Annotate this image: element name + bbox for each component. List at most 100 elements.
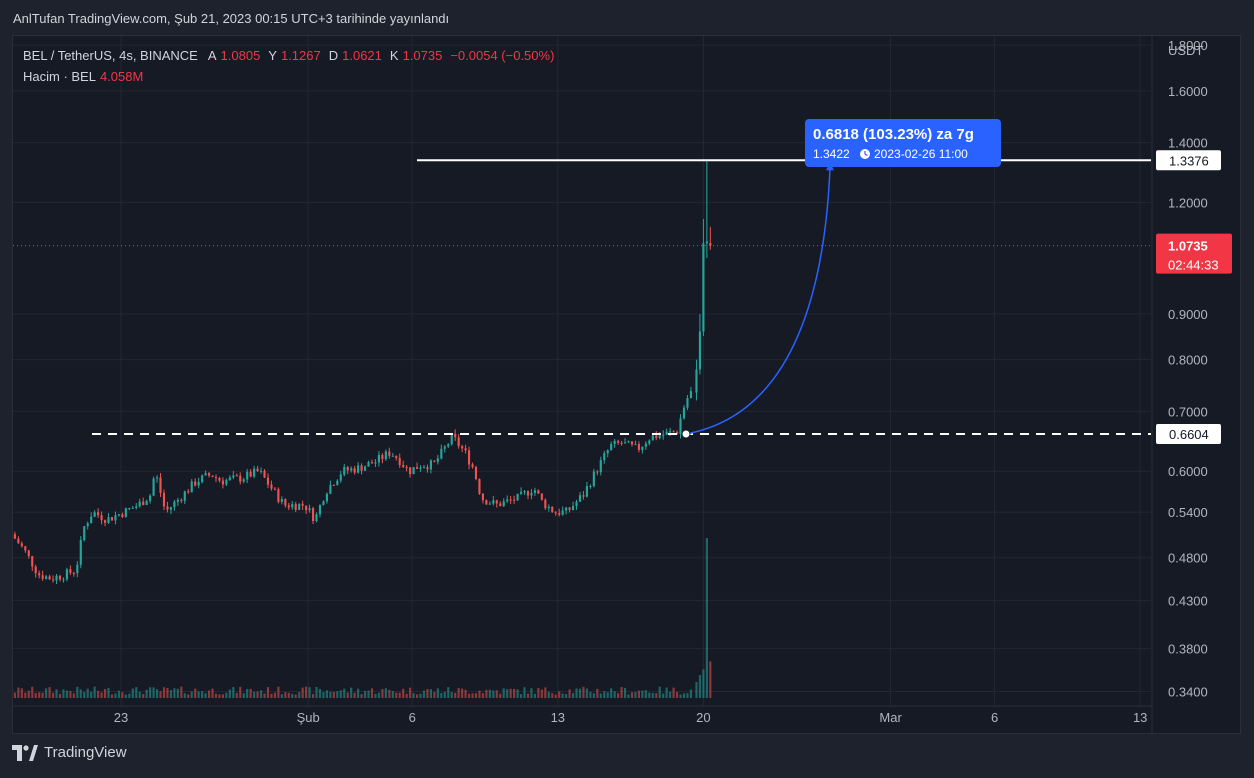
candle-body[interactable] bbox=[419, 467, 422, 469]
candle-body[interactable] bbox=[357, 465, 360, 473]
candle-body[interactable] bbox=[239, 475, 242, 482]
candle-body[interactable] bbox=[513, 499, 516, 501]
candle-body[interactable] bbox=[86, 523, 89, 527]
candle-body[interactable] bbox=[523, 491, 526, 493]
footer-brand[interactable]: TradingView bbox=[12, 744, 127, 761]
candle-body[interactable] bbox=[488, 503, 491, 505]
candle-body[interactable] bbox=[350, 468, 353, 471]
candle-body[interactable] bbox=[665, 431, 668, 435]
candle-body[interactable] bbox=[142, 501, 145, 505]
candle-body[interactable] bbox=[294, 504, 297, 510]
candle-body[interactable] bbox=[461, 446, 464, 449]
candle-body[interactable] bbox=[530, 492, 533, 496]
candle-body[interactable] bbox=[90, 516, 93, 524]
candle-body[interactable] bbox=[433, 460, 436, 462]
candle-body[interactable] bbox=[695, 369, 698, 393]
candle-body[interactable] bbox=[346, 467, 349, 471]
candle-body[interactable] bbox=[603, 453, 606, 461]
candle-body[interactable] bbox=[336, 480, 339, 486]
candle-body[interactable] bbox=[617, 440, 620, 443]
candle-body[interactable] bbox=[702, 243, 705, 332]
candle-body[interactable] bbox=[103, 520, 107, 523]
candle-body[interactable] bbox=[277, 489, 280, 502]
candle-body[interactable] bbox=[467, 450, 471, 465]
candle-body[interactable] bbox=[363, 466, 367, 471]
candle-body[interactable] bbox=[506, 499, 509, 502]
price-tag-line[interactable] bbox=[1156, 424, 1221, 445]
candle-body[interactable] bbox=[110, 517, 114, 521]
candle-body[interactable] bbox=[13, 534, 16, 539]
candle-body[interactable] bbox=[623, 442, 627, 444]
candle-body[interactable] bbox=[675, 431, 679, 435]
candle-body[interactable] bbox=[291, 504, 294, 508]
candle-body[interactable] bbox=[62, 579, 65, 581]
candle-body[interactable] bbox=[662, 434, 665, 436]
candle-body[interactable] bbox=[235, 475, 238, 477]
candle-body[interactable] bbox=[454, 433, 457, 438]
candle-body[interactable] bbox=[558, 513, 561, 515]
candle-body[interactable] bbox=[415, 467, 419, 469]
candle-body[interactable] bbox=[402, 465, 405, 467]
candle-body[interactable] bbox=[440, 448, 443, 459]
candle-body[interactable] bbox=[162, 492, 166, 507]
candle-body[interactable] bbox=[207, 473, 211, 476]
candle-body[interactable] bbox=[76, 564, 79, 574]
candle-body[interactable] bbox=[169, 507, 172, 510]
candle-body[interactable] bbox=[443, 446, 446, 449]
candle-body[interactable] bbox=[114, 515, 117, 521]
candle-body[interactable] bbox=[318, 504, 322, 515]
candle-body[interactable] bbox=[159, 477, 162, 493]
candle-body[interactable] bbox=[322, 501, 325, 505]
candle-body[interactable] bbox=[637, 444, 640, 450]
candle-body[interactable] bbox=[648, 440, 651, 444]
candle-body[interactable] bbox=[391, 455, 394, 457]
candle-body[interactable] bbox=[568, 507, 571, 510]
candle-body[interactable] bbox=[634, 444, 637, 446]
candle-body[interactable] bbox=[540, 493, 543, 500]
candle-body[interactable] bbox=[405, 466, 408, 468]
candle-body[interactable] bbox=[201, 475, 204, 482]
candle-body[interactable] bbox=[395, 455, 398, 459]
candle-body[interactable] bbox=[232, 475, 235, 478]
candle-body[interactable] bbox=[679, 418, 682, 435]
candle-body[interactable] bbox=[655, 435, 658, 439]
candle-body[interactable] bbox=[565, 507, 568, 511]
candle-body[interactable] bbox=[211, 475, 214, 477]
candle-body[interactable] bbox=[457, 437, 460, 447]
candle-body[interactable] bbox=[83, 526, 86, 541]
candle-body[interactable] bbox=[58, 575, 62, 580]
candle-body[interactable] bbox=[471, 464, 474, 467]
candle-body[interactable] bbox=[138, 501, 141, 507]
candle-body[interactable] bbox=[381, 454, 384, 460]
candle-body[interactable] bbox=[93, 512, 96, 517]
candle-body[interactable] bbox=[374, 462, 377, 464]
candle-body[interactable] bbox=[218, 477, 221, 481]
candle-body[interactable] bbox=[353, 468, 356, 473]
candle-body[interactable] bbox=[426, 467, 429, 470]
candle-body[interactable] bbox=[429, 460, 432, 470]
candle-body[interactable] bbox=[585, 486, 588, 497]
candle-body[interactable] bbox=[253, 468, 256, 477]
candle-body[interactable] bbox=[131, 507, 134, 509]
candle-body[interactable] bbox=[263, 470, 266, 478]
candle-body[interactable] bbox=[246, 471, 249, 480]
candle-body[interactable] bbox=[221, 480, 224, 485]
candle-body[interactable] bbox=[298, 503, 301, 510]
candle-body[interactable] bbox=[305, 505, 308, 511]
candle-body[interactable] bbox=[65, 569, 68, 580]
candle-body[interactable] bbox=[547, 506, 550, 509]
candle-body[interactable] bbox=[121, 514, 124, 517]
candle-body[interactable] bbox=[27, 550, 30, 557]
candle-body[interactable] bbox=[117, 514, 120, 516]
candle-body[interactable] bbox=[398, 458, 401, 466]
candle-body[interactable] bbox=[485, 500, 488, 505]
candle-body[interactable] bbox=[332, 484, 335, 486]
candle-body[interactable] bbox=[610, 443, 613, 451]
candle-body[interactable] bbox=[571, 506, 575, 510]
candle-body[interactable] bbox=[436, 458, 439, 462]
candle-body[interactable] bbox=[641, 446, 644, 450]
candle-body[interactable] bbox=[51, 579, 55, 581]
legend-volume-label[interactable]: Hacim · BEL bbox=[23, 69, 96, 84]
candle-body[interactable] bbox=[135, 506, 138, 508]
